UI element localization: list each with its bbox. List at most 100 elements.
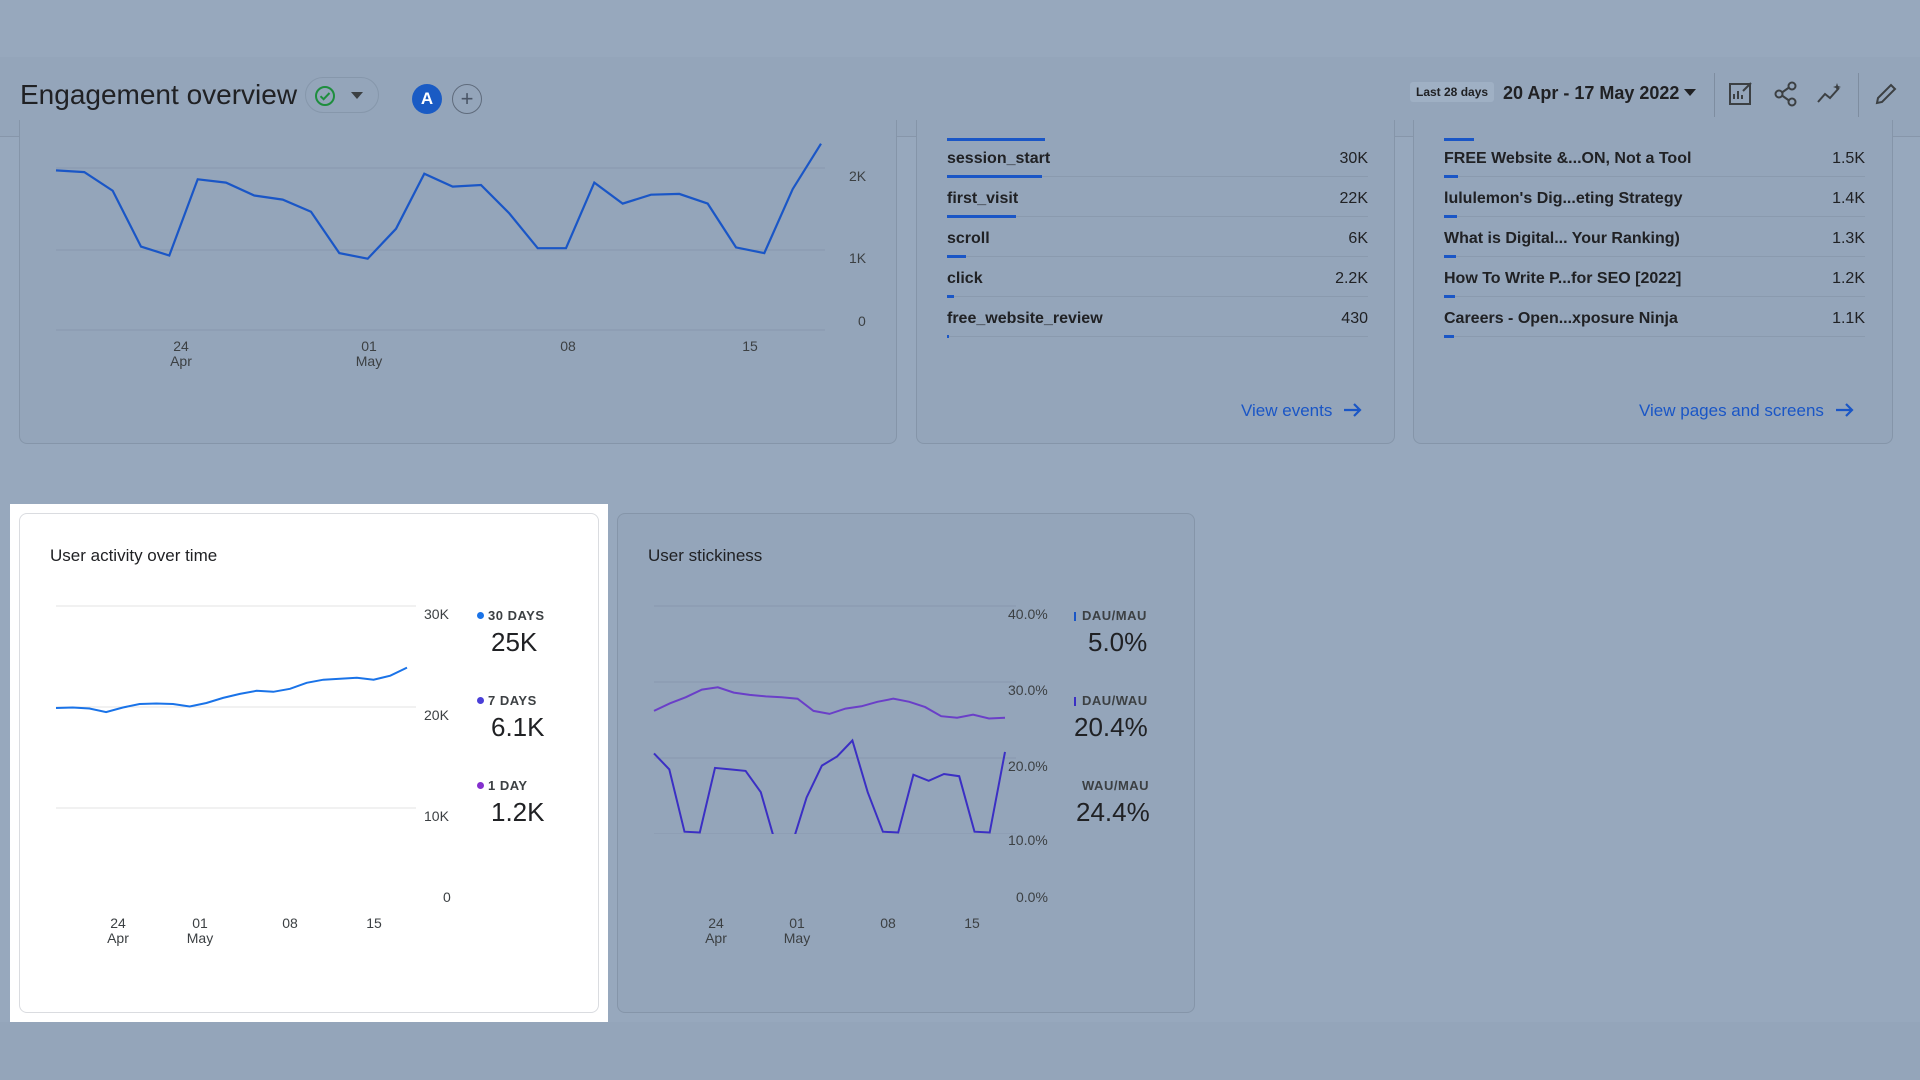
x-tick-label: 01 May <box>783 915 811 946</box>
series-30-days-line <box>55 666 408 714</box>
x-tick-label: 15 <box>742 338 758 354</box>
user-stickiness-card: User stickiness 40.0% 30.0% 20.0% 10.0% … <box>617 513 1195 1013</box>
y-tick-label: 0 <box>858 313 866 329</box>
legend-label: DAU/MAU <box>1082 608 1147 623</box>
status-dropdown[interactable] <box>305 77 379 113</box>
legend-dau-wau: DAU/WAU <box>1074 693 1148 708</box>
y-tick-label: 20K <box>424 707 449 723</box>
check-circle-icon <box>315 86 335 106</box>
view-pages-link[interactable]: View pages and screens <box>1639 401 1855 421</box>
row-name[interactable]: click <box>947 270 983 287</box>
row-share-bar <box>1444 335 1455 338</box>
x-tick-label: 24 Apr <box>170 338 192 369</box>
row-value: 1.3K <box>1832 230 1865 247</box>
add-comparison-button[interactable]: + <box>452 84 482 114</box>
legend-label: WAU/MAU <box>1082 778 1150 793</box>
y-tick-label: 30.0% <box>1008 682 1048 698</box>
x-tick-label: 08 <box>880 915 896 931</box>
row-share-bar <box>1444 295 1456 298</box>
row-name[interactable]: scroll <box>947 230 990 247</box>
view-pages-label: View pages and screens <box>1639 401 1824 420</box>
y-tick-label: 0 <box>443 889 451 905</box>
view-events-label: View events <box>1241 401 1333 420</box>
legend-label: DAU/WAU <box>1082 693 1148 708</box>
date-caret-icon[interactable] <box>1684 89 1696 96</box>
row-divider <box>947 216 1368 217</box>
row-divider <box>947 256 1368 257</box>
legend-wau-mau: WAU/MAU <box>1082 778 1149 793</box>
date-range-label: Last 28 days <box>1410 82 1495 102</box>
row-value: 6K <box>1348 230 1368 247</box>
chevron-down-icon <box>351 92 363 99</box>
row-name[interactable]: How To Write P...for SEO [2022] <box>1444 270 1682 287</box>
row-name[interactable]: What is Digital... Your Ranking) <box>1444 230 1680 247</box>
row-name[interactable]: free_website_review <box>947 310 1103 327</box>
toolbar-divider <box>1858 73 1859 117</box>
insights-icon[interactable] <box>1815 79 1845 109</box>
row-name[interactable]: session_start <box>947 150 1051 167</box>
x-tick-label: 15 <box>366 915 382 931</box>
x-tick-label: 08 <box>282 915 298 931</box>
views-chart-card: 2K 1K 0 24 Apr 01 May 08 15 <box>19 120 897 444</box>
row-value: 22K <box>1339 190 1368 207</box>
legend-marker <box>1074 697 1076 706</box>
series-wau-mau-line <box>653 686 1006 720</box>
header-bar <box>947 138 1045 141</box>
y-tick-label: 2K <box>849 168 867 184</box>
row-name[interactable]: first_visit <box>947 190 1019 207</box>
y-tick-label: 30K <box>424 606 449 622</box>
row-share-bar <box>947 335 949 338</box>
row-value: 1.4K <box>1832 190 1865 207</box>
row-divider <box>1444 216 1865 217</box>
legend-value-dau-mau: 5.0% <box>1088 627 1148 657</box>
row-value: 1.5K <box>1832 150 1865 167</box>
x-tick-label: 01 May <box>355 338 383 369</box>
row-divider <box>1444 296 1865 297</box>
y-tick-label: 40.0% <box>1008 606 1048 622</box>
arrow-right-icon <box>1835 403 1854 417</box>
row-name[interactable]: lululemon's Dig...eting Strategy <box>1444 190 1683 207</box>
header-bar <box>1444 138 1474 141</box>
row-divider <box>1444 176 1865 177</box>
row-value: 430 <box>1341 310 1368 327</box>
legend-label: 7 DAYS <box>488 693 537 708</box>
series-dau-wau-line <box>653 738 1006 834</box>
row-value: 2.2K <box>1335 270 1368 287</box>
user-activity-chart <box>55 605 416 809</box>
share-icon[interactable] <box>1771 79 1801 109</box>
toolbar-divider <box>1714 73 1715 117</box>
legend-value-1-day: 1.2K <box>491 797 545 827</box>
legend-1-day: 1 DAY <box>477 778 528 793</box>
row-name[interactable]: Careers - Open...xposure Ninja <box>1444 310 1678 327</box>
x-tick-label: 01 May <box>186 915 214 946</box>
card-title: User activity over time <box>50 546 218 565</box>
customize-report-icon[interactable] <box>1726 79 1756 109</box>
card-title: User stickiness <box>648 546 763 565</box>
legend-dot <box>477 782 484 789</box>
pages-card: FREE Website &...ON, Not a Tool 1.5K lulul… <box>1413 120 1893 444</box>
legend-value-dau-wau: 20.4% <box>1074 712 1148 742</box>
row-share-bar <box>1444 255 1457 258</box>
page-title: Engagement overview <box>20 79 298 110</box>
legend-value-wau-mau: 24.4% <box>1076 797 1150 827</box>
y-tick-label: 20.0% <box>1008 758 1048 774</box>
edit-pencil-icon[interactable] <box>1871 79 1901 109</box>
x-tick-label: 08 <box>560 338 576 354</box>
row-value: 1.2K <box>1832 270 1865 287</box>
view-events-link[interactable]: View events <box>1241 401 1363 421</box>
legend-label: 30 DAYS <box>488 608 545 623</box>
events-card: session_start 30K first_visit 22K scroll 6K cl… <box>916 120 1395 444</box>
row-share-bar <box>947 175 1042 178</box>
row-share-bar <box>947 255 966 258</box>
arrow-right-icon <box>1344 403 1362 417</box>
x-tick-label: 24 Apr <box>107 915 129 946</box>
row-divider <box>947 176 1368 177</box>
row-divider <box>947 296 1368 297</box>
date-range-picker[interactable]: 20 Apr - 17 May 2022 <box>1503 83 1680 103</box>
row-name[interactable]: FREE Website &...ON, Not a Tool <box>1444 150 1692 167</box>
legend-dot <box>477 612 484 619</box>
legend-7-days: 7 DAYS <box>477 693 537 708</box>
y-tick-label: 0.0% <box>1016 889 1048 905</box>
legend-label: 1 DAY <box>488 778 528 793</box>
avatar[interactable]: A <box>412 84 442 114</box>
